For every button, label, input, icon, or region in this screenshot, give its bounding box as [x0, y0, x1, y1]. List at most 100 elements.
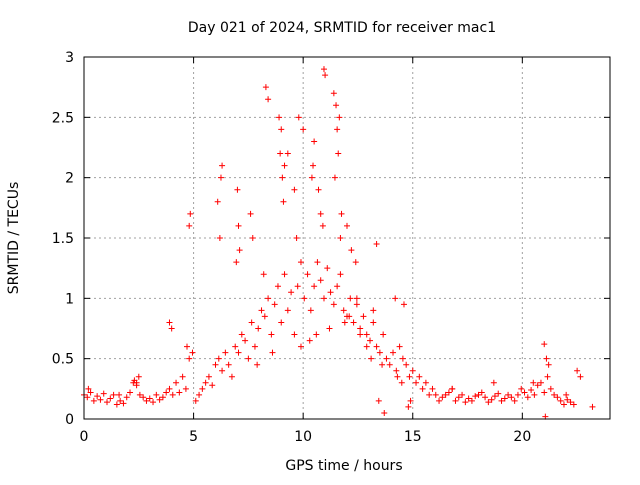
data-point	[348, 247, 355, 254]
data-point	[276, 114, 283, 121]
data-point	[209, 382, 216, 389]
data-point	[262, 84, 269, 91]
data-point	[495, 390, 502, 397]
data-point	[320, 66, 327, 73]
y-tick-label: 1.5	[52, 231, 74, 247]
data-point	[363, 331, 370, 338]
data-point	[380, 331, 387, 338]
data-point	[563, 391, 570, 398]
data-point	[449, 385, 456, 392]
data-point	[274, 283, 281, 290]
data-point	[528, 387, 535, 394]
data-point	[85, 385, 92, 392]
data-point	[212, 361, 219, 368]
data-point	[381, 409, 388, 416]
y-axis-label: SRMTID / TECUs	[6, 182, 22, 295]
data-point	[186, 222, 193, 229]
data-point	[330, 301, 337, 308]
data-point	[245, 355, 252, 362]
data-point	[530, 379, 537, 386]
data-point	[310, 162, 317, 169]
data-point	[333, 102, 340, 109]
data-point	[419, 385, 426, 392]
y-tick-label: 1	[65, 291, 74, 307]
data-point	[297, 259, 304, 266]
axis-ticks: 0 5 10 15 20 0 0.5 1 1.5 2 2.5 3	[52, 50, 610, 445]
data-point	[551, 391, 558, 398]
data-point	[159, 394, 166, 401]
data-point	[123, 394, 130, 401]
data-point	[392, 295, 399, 302]
y-tick-label: 2	[65, 171, 74, 187]
data-point	[278, 126, 285, 133]
data-point	[249, 235, 256, 241]
data-point	[116, 391, 123, 398]
data-point	[320, 295, 327, 302]
data-point	[214, 198, 221, 205]
data-point	[501, 395, 508, 402]
data-point	[386, 361, 393, 368]
data-point	[341, 319, 348, 326]
data-point	[373, 343, 380, 350]
data-point	[291, 186, 298, 193]
data-point	[340, 307, 347, 314]
data-point	[326, 325, 333, 332]
data-point	[357, 331, 364, 338]
data-point	[337, 271, 344, 278]
data-point	[168, 325, 175, 332]
data-point	[472, 393, 479, 400]
x-tick-label: 20	[513, 429, 531, 445]
data-point	[254, 361, 261, 368]
data-point	[284, 307, 291, 314]
data-point	[182, 385, 189, 392]
data-point	[284, 150, 291, 157]
data-point	[104, 399, 111, 406]
data-point	[478, 389, 485, 396]
data-point	[184, 343, 191, 350]
data-point	[311, 138, 318, 145]
data-point	[490, 379, 497, 386]
data-point	[319, 222, 326, 229]
data-point	[120, 400, 127, 407]
data-point	[238, 331, 245, 338]
y-tick-label: 0	[65, 412, 74, 428]
data-point	[297, 343, 304, 350]
data-point	[232, 343, 239, 350]
data-point	[416, 373, 423, 380]
data-point	[360, 313, 367, 320]
data-point	[293, 235, 300, 241]
data-point	[514, 391, 521, 398]
data-point	[394, 373, 401, 380]
data-point	[222, 349, 229, 356]
data-point	[511, 397, 518, 404]
data-point	[485, 399, 492, 406]
data-point	[334, 126, 341, 133]
data-point	[541, 341, 548, 348]
data-point	[281, 162, 288, 169]
data-point	[373, 241, 380, 248]
data-point	[311, 283, 318, 290]
data-point	[301, 295, 308, 302]
data-point	[255, 325, 262, 332]
data-point	[508, 394, 515, 401]
data-point	[173, 379, 180, 386]
data-point	[300, 126, 307, 133]
data-point	[291, 331, 298, 338]
data-point	[251, 343, 258, 350]
data-point	[475, 391, 482, 398]
data-point	[189, 349, 196, 356]
data-point	[308, 174, 315, 181]
data-point	[344, 222, 350, 229]
data-point	[498, 397, 505, 404]
data-point	[353, 301, 360, 308]
data-point	[557, 397, 564, 404]
data-point	[383, 355, 390, 362]
chart-title: Day 021 of 2024, SRMTID for receiver mac…	[188, 20, 496, 36]
data-point	[370, 319, 377, 326]
data-point	[277, 150, 284, 157]
data-point	[265, 96, 272, 103]
data-point	[589, 403, 596, 410]
data-point	[368, 355, 375, 362]
grid-lines	[84, 57, 610, 419]
